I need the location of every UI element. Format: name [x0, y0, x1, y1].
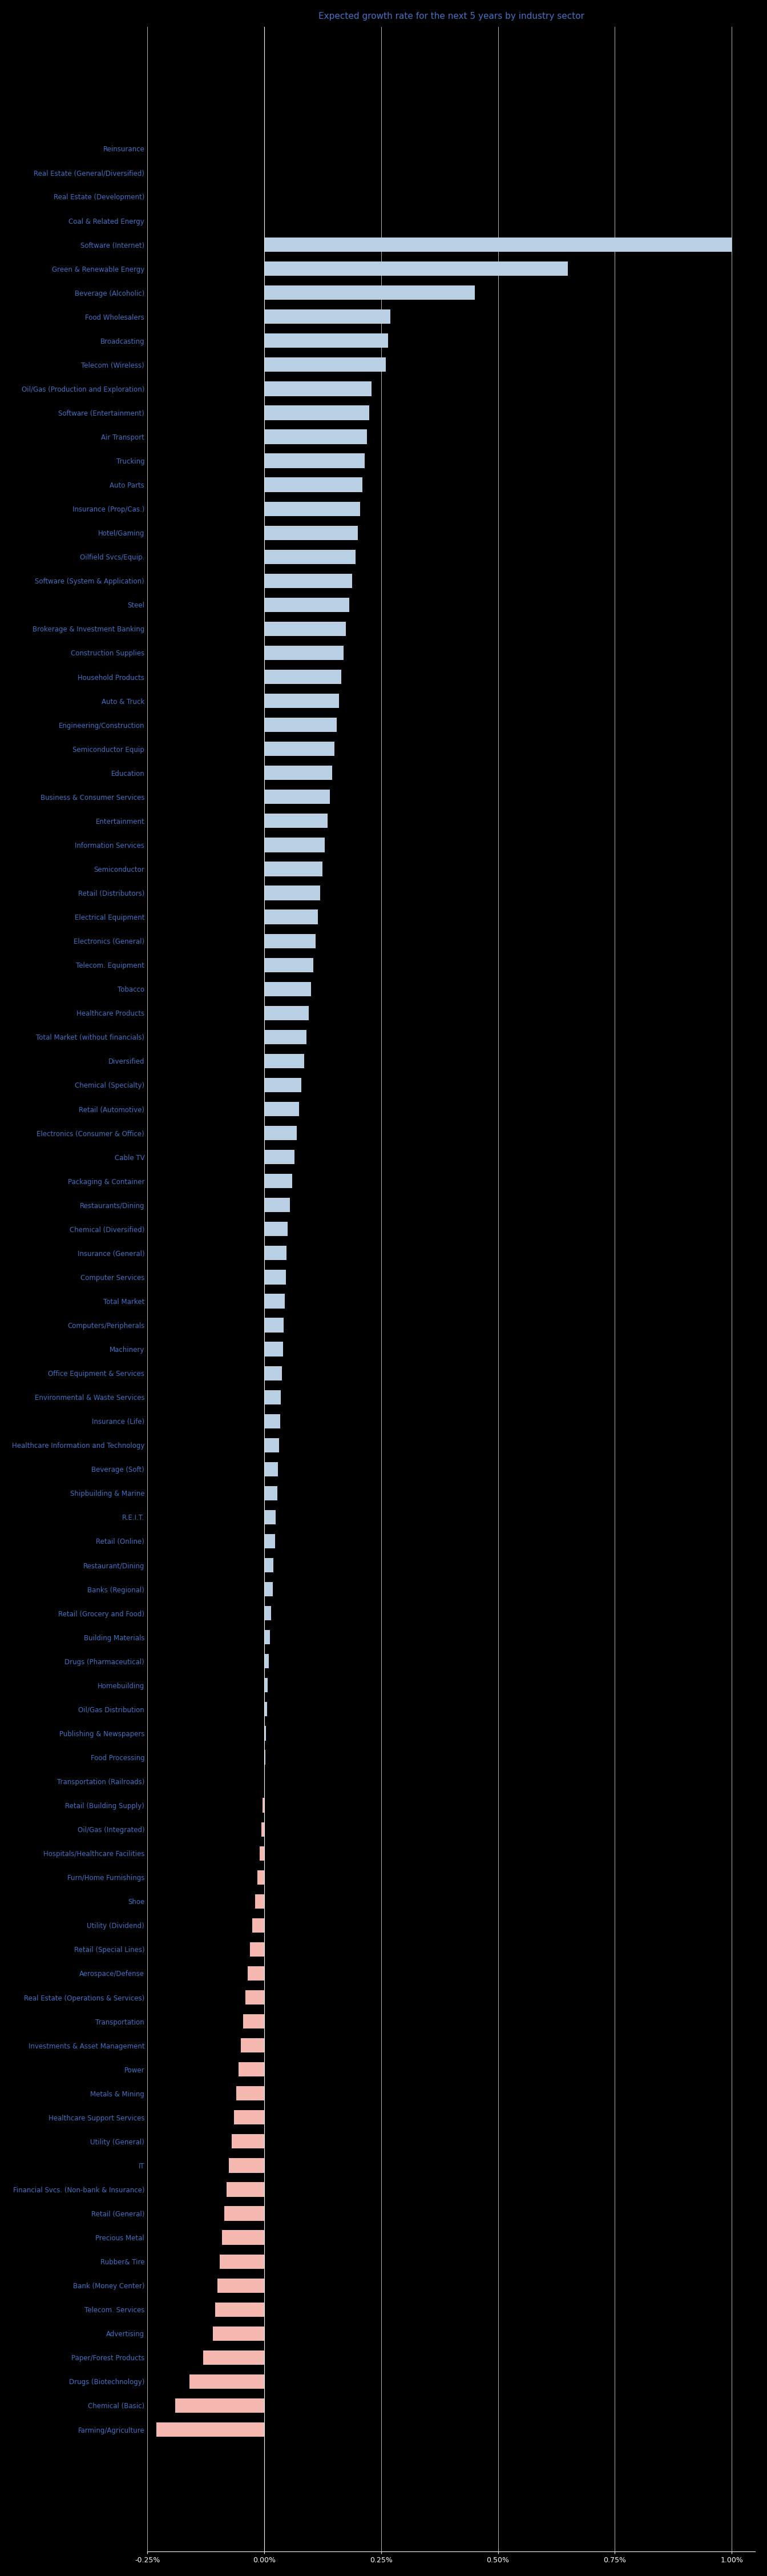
- Bar: [264, 863, 323, 876]
- Bar: [259, 1847, 264, 1860]
- Bar: [264, 404, 370, 420]
- Bar: [264, 1030, 306, 1043]
- Bar: [239, 2063, 264, 2076]
- Bar: [176, 2398, 264, 2414]
- Bar: [264, 1414, 280, 1427]
- Bar: [264, 814, 328, 827]
- Bar: [232, 2136, 264, 2148]
- Bar: [264, 1463, 278, 1476]
- Bar: [212, 2326, 264, 2342]
- Bar: [264, 1582, 272, 1597]
- Bar: [264, 1533, 275, 1548]
- Bar: [220, 2254, 264, 2269]
- Bar: [156, 2421, 264, 2437]
- Bar: [264, 742, 334, 757]
- Bar: [264, 765, 332, 781]
- Bar: [264, 1247, 287, 1260]
- Bar: [227, 2182, 264, 2197]
- Bar: [264, 1149, 295, 1164]
- Bar: [264, 886, 321, 899]
- Bar: [264, 647, 344, 659]
- Bar: [264, 358, 386, 371]
- Bar: [262, 1821, 264, 1837]
- Bar: [264, 791, 330, 804]
- Bar: [264, 693, 339, 708]
- Bar: [264, 574, 352, 587]
- Bar: [264, 1270, 285, 1285]
- Bar: [264, 598, 349, 613]
- Bar: [264, 981, 311, 997]
- Bar: [264, 477, 362, 492]
- Bar: [264, 1677, 268, 1692]
- Bar: [264, 332, 388, 348]
- Bar: [264, 1126, 297, 1141]
- Bar: [264, 309, 390, 325]
- Bar: [264, 1605, 272, 1620]
- Bar: [257, 1870, 264, 1886]
- Bar: [264, 1726, 266, 1741]
- Bar: [225, 2205, 264, 2221]
- Bar: [215, 2303, 264, 2316]
- Bar: [264, 1558, 274, 1571]
- Bar: [264, 958, 313, 971]
- Bar: [264, 1342, 283, 1358]
- Bar: [222, 2231, 264, 2244]
- Bar: [264, 1631, 270, 1643]
- Bar: [264, 719, 337, 732]
- Bar: [264, 263, 568, 276]
- Bar: [264, 502, 360, 515]
- Bar: [264, 1365, 282, 1381]
- Bar: [217, 2277, 264, 2293]
- Bar: [264, 837, 325, 853]
- Bar: [189, 2375, 264, 2388]
- Bar: [264, 1103, 299, 1115]
- Bar: [264, 381, 372, 397]
- Bar: [264, 1054, 304, 1069]
- Bar: [250, 1942, 264, 1958]
- Bar: [264, 1703, 267, 1716]
- Bar: [264, 1175, 292, 1188]
- Bar: [264, 621, 346, 636]
- Bar: [264, 1198, 290, 1213]
- Bar: [263, 1798, 264, 1814]
- Bar: [248, 1965, 264, 1981]
- Bar: [264, 1486, 277, 1499]
- Bar: [236, 2087, 264, 2099]
- Bar: [264, 1005, 308, 1020]
- Title: Expected growth rate for the next 5 years by industry sector: Expected growth rate for the next 5 year…: [318, 13, 584, 21]
- Bar: [264, 670, 341, 685]
- Bar: [264, 1654, 269, 1669]
- Bar: [264, 1077, 301, 1092]
- Bar: [203, 2349, 264, 2365]
- Bar: [264, 933, 315, 948]
- Bar: [264, 1437, 279, 1453]
- Bar: [234, 2110, 264, 2125]
- Bar: [264, 1319, 284, 1332]
- Bar: [264, 1391, 281, 1404]
- Bar: [264, 1510, 276, 1525]
- Bar: [264, 909, 318, 925]
- Bar: [255, 1893, 264, 1909]
- Bar: [241, 2038, 264, 2053]
- Bar: [264, 286, 475, 299]
- Bar: [252, 1919, 264, 1932]
- Bar: [264, 237, 732, 252]
- Bar: [229, 2159, 264, 2172]
- Bar: [264, 430, 367, 443]
- Bar: [264, 1749, 265, 1765]
- Bar: [264, 549, 355, 564]
- Bar: [243, 2014, 264, 2027]
- Bar: [264, 1221, 288, 1236]
- Bar: [245, 1991, 264, 2004]
- Bar: [264, 526, 357, 541]
- Bar: [264, 453, 364, 469]
- Bar: [264, 1293, 285, 1309]
